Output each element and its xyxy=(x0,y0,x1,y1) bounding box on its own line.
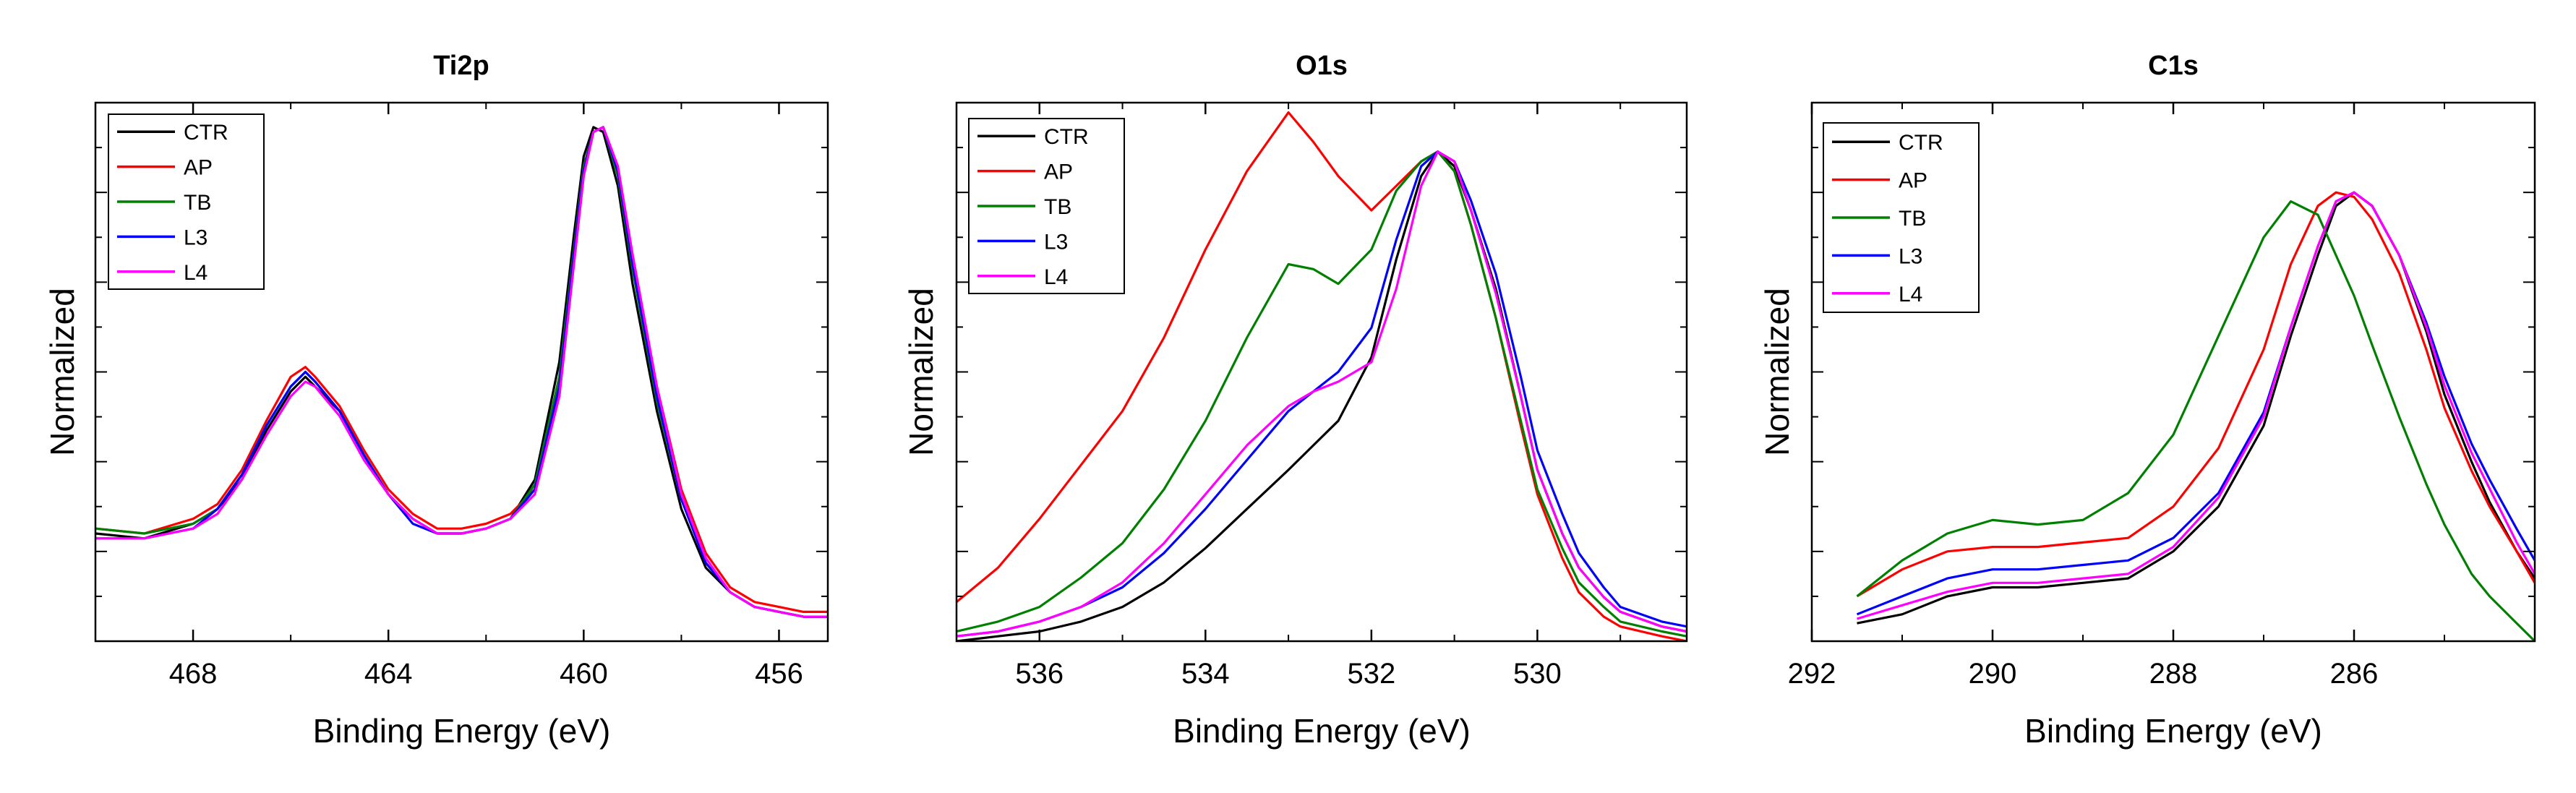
x-axis-label: Binding Energy (eV) xyxy=(313,712,611,750)
x-tick-label: 286 xyxy=(2330,658,2379,690)
legend-label-ctr: CTR xyxy=(1044,125,1089,149)
y-axis-label: Normalized xyxy=(1758,288,1796,456)
legend-label-ap: AP xyxy=(184,156,213,180)
series-line-tb xyxy=(957,150,1687,638)
series-line-ap xyxy=(957,111,1687,641)
x-tick-label: 288 xyxy=(2149,658,2198,690)
x-axis-label: Binding Energy (eV) xyxy=(1173,712,1471,750)
legend-label-l3: L3 xyxy=(184,226,207,249)
x-axis-label: Binding Energy (eV) xyxy=(2024,712,2322,750)
legend: CTR AP TB L3 L4 xyxy=(108,113,265,290)
legend-label-tb: TB xyxy=(1899,207,1926,231)
x-tick-label: 536 xyxy=(1015,658,1064,690)
series-lines xyxy=(957,111,1687,641)
legend-label-l3: L3 xyxy=(1044,230,1068,254)
series-lines xyxy=(95,126,828,618)
x-tick-label: 534 xyxy=(1181,658,1230,690)
x-tick-label: 464 xyxy=(364,658,413,690)
x-tick-label: 290 xyxy=(1969,658,2017,690)
legend-label-l3: L3 xyxy=(1899,244,1922,268)
legend-label-l4: L4 xyxy=(184,261,207,285)
legend: CTR AP TB L3 L4 xyxy=(968,118,1125,294)
y-axis-label: Normalized xyxy=(43,288,81,456)
series-line-l3 xyxy=(957,150,1687,638)
x-tick-label: 530 xyxy=(1513,658,1562,690)
series-line-l4 xyxy=(95,126,828,618)
x-tick-label: 460 xyxy=(560,658,608,690)
series-lines xyxy=(1856,191,2535,641)
x-tick-label: 532 xyxy=(1347,658,1395,690)
legend-label-ctr: CTR xyxy=(1899,131,1943,155)
chart-panel-o1s: O1s 536 534 532 530 Binding Energy (eV) Normal… xyxy=(902,51,1688,750)
legend: CTR AP TB L3 L4 xyxy=(1823,122,1980,313)
legend-label-ap: AP xyxy=(1899,169,1927,193)
series-line-ctr xyxy=(1857,191,2535,625)
legend-label-tb: TB xyxy=(184,191,211,215)
legend-label-ctr: CTR xyxy=(184,121,228,145)
legend-label-ap: AP xyxy=(1044,160,1073,184)
x-tick-label: 292 xyxy=(1788,658,1836,690)
chart-title: C1s xyxy=(2148,51,2199,81)
series-line-tb xyxy=(1856,200,2535,641)
legend-label-l4: L4 xyxy=(1044,265,1068,289)
chart-panel-ti2p: Ti2p 468 464 460 456 Binding Energy (eV) Norma… xyxy=(43,51,829,750)
y-axis-label: Normalized xyxy=(902,288,940,456)
series-line-ap xyxy=(1856,191,2535,598)
series-line-ap xyxy=(95,126,828,613)
series-line-l4 xyxy=(1857,191,2535,620)
chart-title: Ti2p xyxy=(433,51,489,81)
legend-label-tb: TB xyxy=(1044,195,1071,219)
chart-title: O1s xyxy=(1296,51,1348,81)
legend-label-l4: L4 xyxy=(1899,283,1922,307)
series-line-l4 xyxy=(957,150,1687,638)
x-tick-label: 468 xyxy=(169,658,218,690)
x-tick-label: 456 xyxy=(755,658,803,690)
